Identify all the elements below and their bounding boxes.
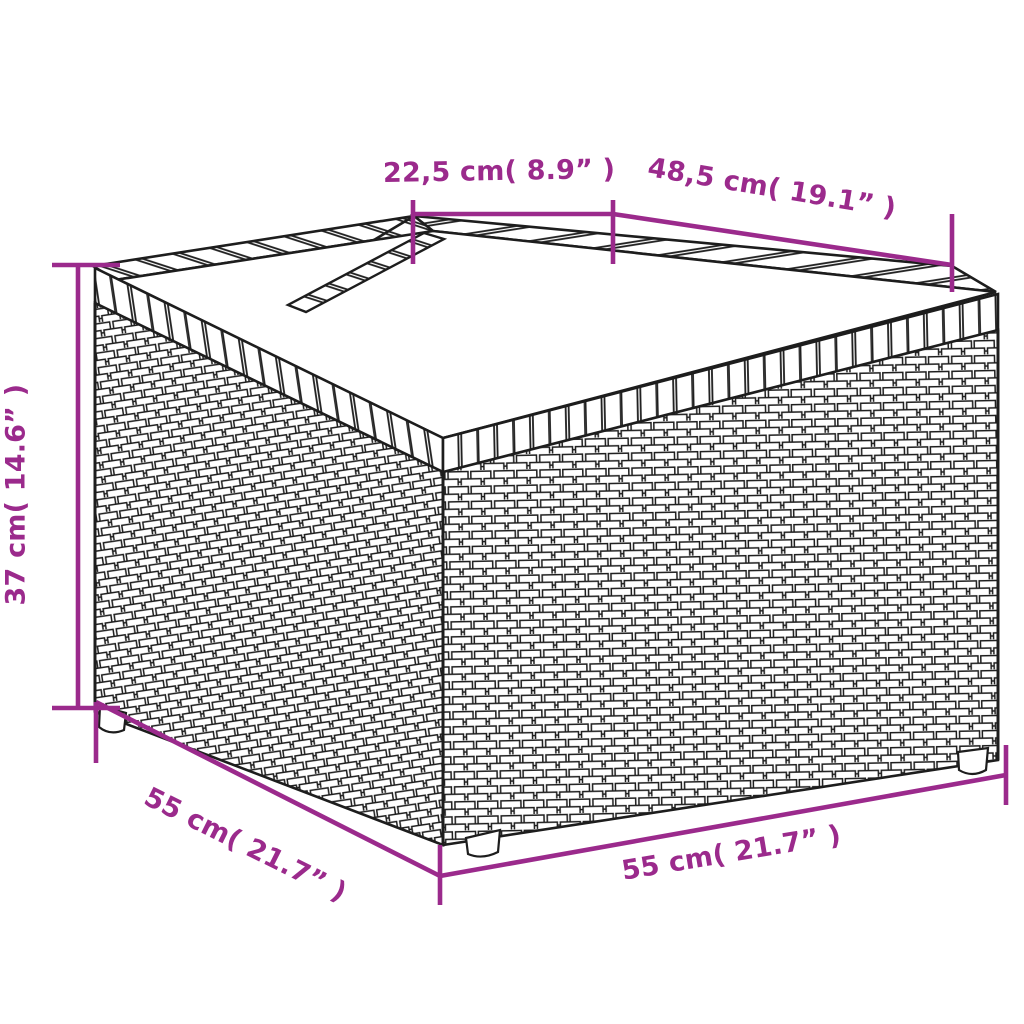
- dim-top-right-segment: [612, 211, 955, 292]
- dimension-label-top-left: 22,5 cm( 8.9” ): [382, 153, 616, 189]
- dimension-label-height: 37 cm( 14.6” ): [0, 383, 32, 606]
- foot-front-left: [464, 828, 502, 858]
- dimension-lines: [52, 200, 1009, 905]
- tabletop-divider: [285, 231, 448, 314]
- table-body: [89, 214, 1000, 858]
- foot-front-right: [956, 746, 990, 776]
- dim-width: [439, 745, 1009, 879]
- dim-top-left-segment: [410, 200, 616, 264]
